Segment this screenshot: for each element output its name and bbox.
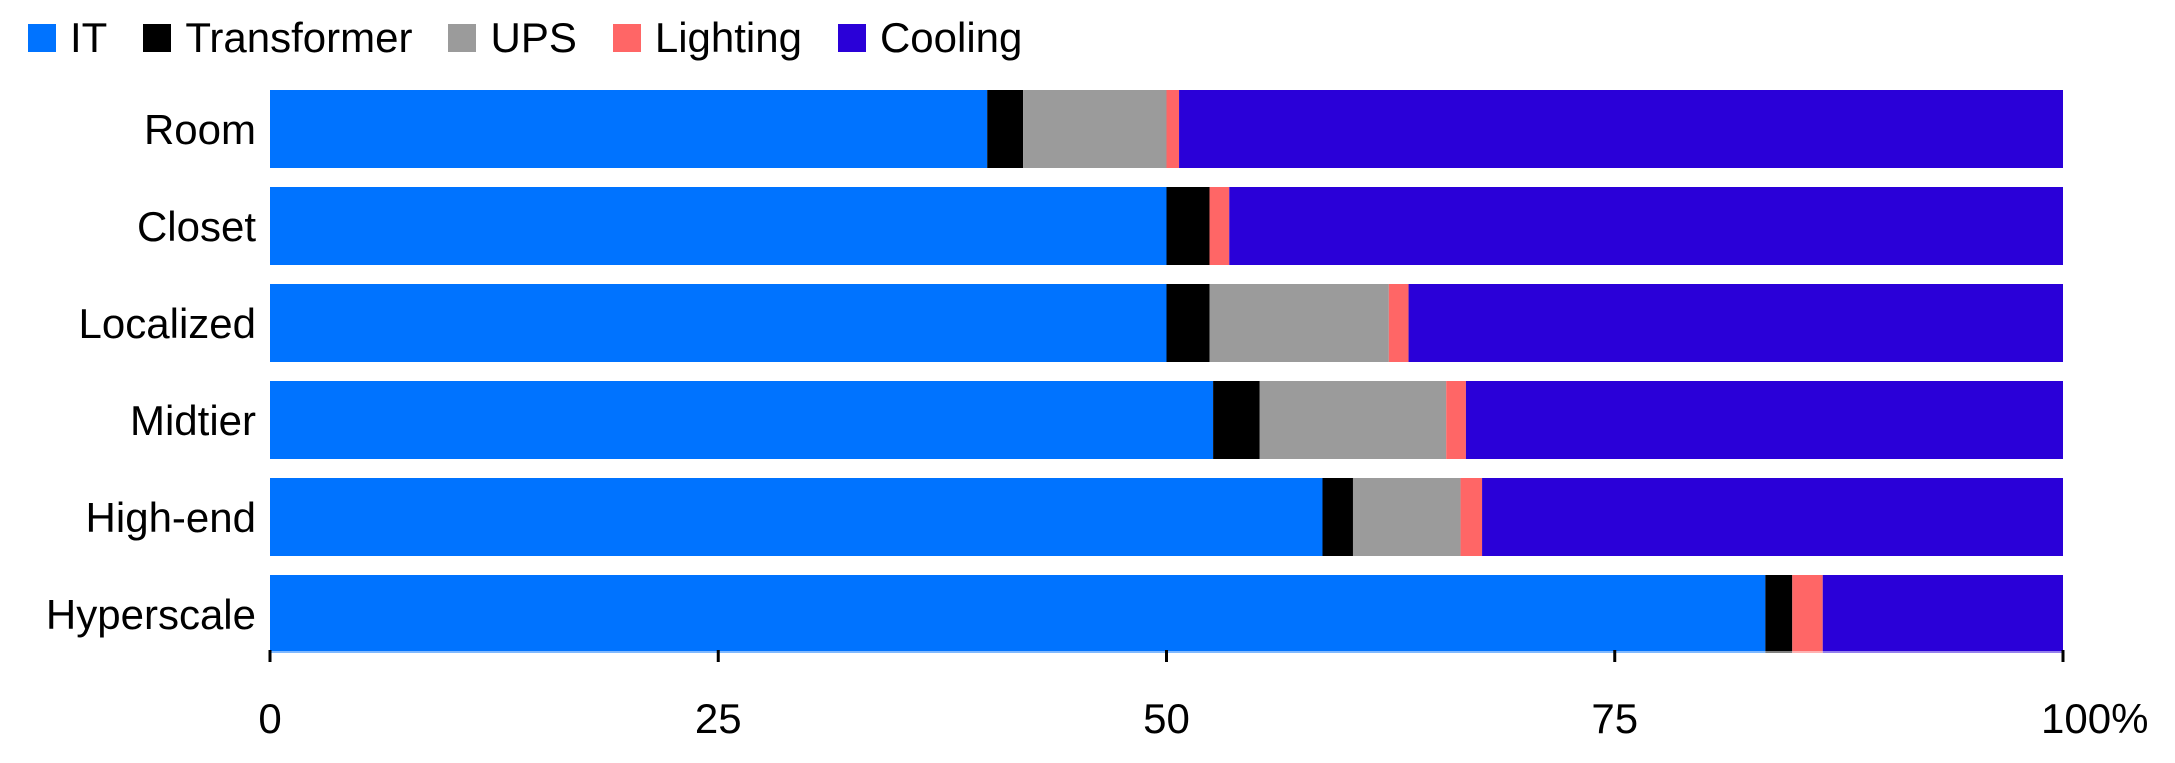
category-label: Hyperscale [46,591,256,638]
legend-swatch [448,24,477,52]
bar-segment-ups [1259,381,1447,459]
x-tick-label: 75 [1591,695,1638,742]
bar-segment-transformer [1213,381,1260,459]
legend-swatch [612,24,641,52]
bar-segment-cooling [1465,381,2063,459]
category-label: Room [144,106,256,153]
category-label: High-end [86,494,256,541]
legend-label: Cooling [879,14,1023,61]
bar-segment-transformer [1166,284,1210,362]
bar-segment-ups [1209,284,1389,362]
x-tick-label: 50 [1143,695,1190,742]
category-label: Midtier [130,397,256,444]
legend-item-cooling: Cooling [837,14,1023,62]
legend-label: IT [70,14,108,61]
legend-item-ups: UPS [448,14,577,62]
bar-segment-it [270,575,1766,653]
category-label: Closet [137,203,256,250]
bar-segment-lighting [1792,575,1823,653]
bar-segment-transformer [1166,187,1210,265]
bar-segment-lighting [1166,90,1180,168]
legend-label: UPS [490,14,577,61]
bar-segment-lighting [1446,381,1466,459]
legend-label: Transformer [185,14,413,61]
bar-segment-transformer [1765,575,1793,653]
bar-segment-transformer [987,90,1024,168]
bar-segment-lighting [1388,284,1409,362]
bar-segment-transformer [1322,478,1353,556]
legend-swatch [143,24,172,52]
bar-segment-it [270,284,1167,362]
bar-segment-cooling [1822,575,2063,653]
legend-item-lighting: Lighting [612,14,802,62]
legend-label: Lighting [654,14,802,61]
legend-swatch [837,24,866,52]
bar-segment-lighting [1209,187,1230,265]
bar-segment-it [270,187,1167,265]
category-label: Localized [79,300,256,347]
bar-segment-cooling [1179,90,2063,168]
bar-segment-cooling [1229,187,2063,265]
bar-segment-it [270,90,988,168]
bar-segment-lighting [1460,478,1483,556]
bar-segment-it [270,478,1323,556]
legend-swatch [28,24,56,52]
legend-item-transformer: Transformer [143,14,412,62]
bar-segment-cooling [1408,284,2063,362]
x-tick-label: 0 [258,695,281,742]
bar-segment-ups [1023,90,1167,168]
x-tick-label: 100% [2041,695,2148,742]
bar-segment-ups [1352,478,1461,556]
legend-item-it: IT [28,14,107,62]
legend: IT Transformer UPS Lighting Cooling [28,14,1022,62]
bar-segment-cooling [1482,478,2063,556]
x-tick-label: 25 [695,695,742,742]
bar-segment-it [270,381,1214,459]
